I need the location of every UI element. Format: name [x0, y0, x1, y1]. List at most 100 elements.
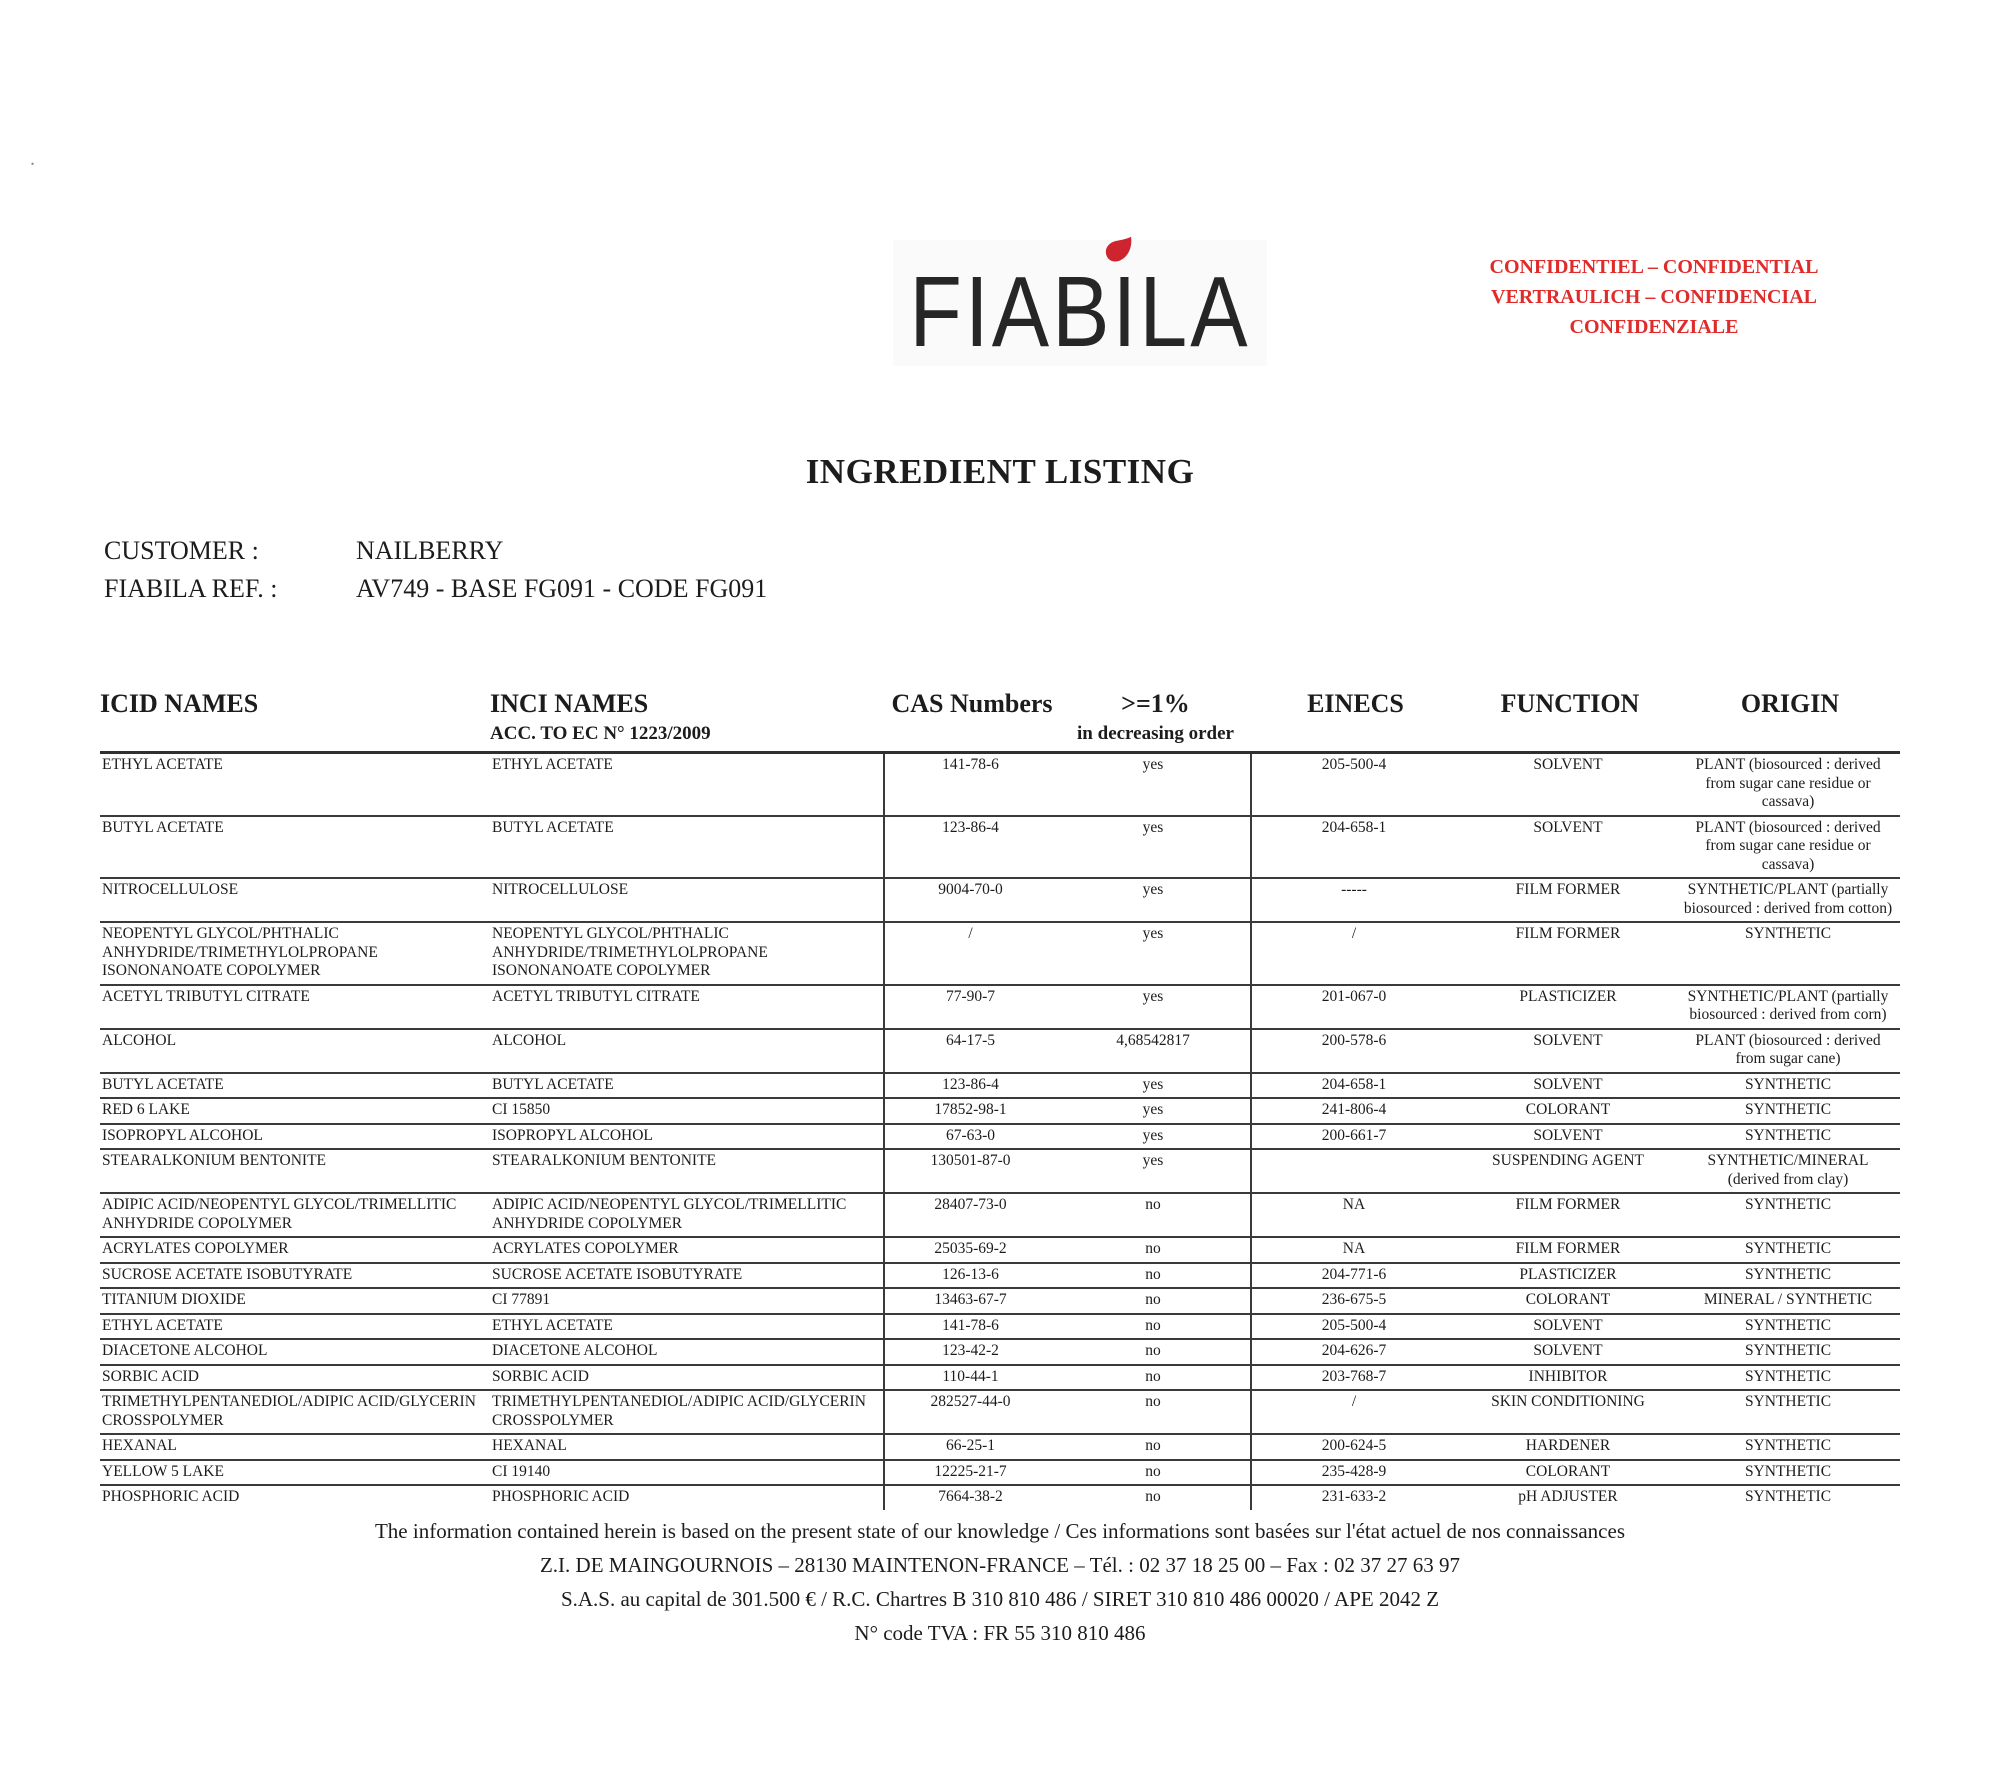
cell-einecs: 200-578-6 [1250, 1028, 1460, 1074]
table-header: ICID NAMES INCI NAMES ACC. TO EC N° 1223… [100, 688, 1900, 754]
cell-origin: SYNTHETIC [1680, 922, 1900, 986]
cell-einecs: 203-768-7 [1250, 1364, 1460, 1391]
fiabila-ref-label: FIABILA REF. : [104, 574, 278, 603]
cell-ge1-percent: no [1060, 1193, 1251, 1238]
logo-red-drop-icon [1105, 236, 1131, 262]
cell-ge1-percent: yes [1060, 752, 1251, 817]
cell-function: FILM FORMER [1460, 878, 1680, 923]
cell-inci-name: BUTYL ACETATE [490, 1072, 884, 1099]
cell-icid-name: ACETYL TRIBUTYL CITRATE [100, 984, 490, 1030]
cell-inci-name: CI 77891 [490, 1288, 884, 1315]
cell-inci-name: TRIMETHYLPENTANEDIOL/ADIPIC ACID/GLYCERI… [490, 1390, 884, 1435]
cell-function: SOLVENT [1460, 1339, 1680, 1366]
table-row: TRIMETHYLPENTANEDIOL/ADIPIC ACID/GLYCERI… [100, 1390, 1900, 1435]
table-row: NEOPENTYL GLYCOL/PHTHALIC ANHYDRIDE/TRIM… [100, 922, 1900, 986]
cell-icid-name: BUTYL ACETATE [100, 815, 490, 879]
cell-origin: SYNTHETIC [1680, 1123, 1900, 1150]
cell-cas-number: 141-78-6 [883, 752, 1060, 817]
cell-origin: PLANT (biosourced : derived from sugar c… [1680, 815, 1900, 879]
cell-cas-number: 9004-70-0 [883, 878, 1060, 923]
stray-mark: . [30, 148, 35, 170]
customer-meta: CUSTOMER : NAILBERRY FIABILA REF. : AV74… [104, 532, 767, 608]
cell-inci-name: NEOPENTYL GLYCOL/PHTHALIC ANHYDRIDE/TRIM… [490, 922, 884, 986]
cell-cas-number: 17852-98-1 [883, 1098, 1060, 1125]
cell-ge1-percent: yes [1060, 1149, 1251, 1194]
cell-function: SOLVENT [1460, 1072, 1680, 1099]
table-row: HEXANAL HEXANAL 66-25-1 no 200-624-5 HAR… [100, 1434, 1900, 1461]
cell-ge1-percent: 4,68542817 [1060, 1028, 1251, 1074]
header-inci-names: INCI NAMES ACC. TO EC N° 1223/2009 [490, 688, 884, 754]
cell-inci-name: DIACETONE ALCOHOL [490, 1339, 884, 1366]
cell-icid-name: PHOSPHORIC ACID [102, 1488, 240, 1505]
table-row: ETHYL ACETATE ETHYL ACETATE 141-78-6 no … [100, 1313, 1900, 1340]
table-row: BUTYL ACETATE BUTYL ACETATE 123-86-4 yes… [100, 815, 1900, 879]
cell-einecs: 201-067-0 [1250, 984, 1460, 1030]
cell-einecs: NA [1250, 1237, 1460, 1264]
cell-icid-name: ALCOHOL [100, 1028, 490, 1074]
cell-icid-name: ACRYLATES COPOLYMER [100, 1237, 490, 1264]
confidential-line: CONFIDENZIALE [1569, 316, 1739, 338]
cell-cas-number: 28407-73-0 [883, 1193, 1060, 1238]
customer-value: NAILBERRY [356, 536, 504, 565]
header-icid-names: ICID NAMES [100, 688, 490, 754]
cell-ge1-percent: no [1060, 1313, 1251, 1340]
cell-cas-number: 123-86-4 [883, 1072, 1060, 1099]
cell-icid-name: TRIMETHYLPENTANEDIOL/ADIPIC ACID/GLYCERI… [100, 1390, 490, 1435]
customer-row: CUSTOMER : NAILBERRY [104, 532, 767, 570]
table-row: SORBIC ACID SORBIC ACID 110-44-1 no 203-… [100, 1364, 1900, 1391]
cell-ge1-percent: yes [1060, 1123, 1251, 1150]
cell-origin: MINERAL / SYNTHETIC [1680, 1288, 1900, 1315]
cell-cas-number: 77-90-7 [883, 984, 1060, 1030]
cell-origin: SYNTHETIC/PLANT (partially biosourced : … [1680, 984, 1900, 1030]
cell-function: SOLVENT [1460, 752, 1680, 817]
cell-origin: SYNTHETIC [1680, 1193, 1900, 1238]
cell-inci-name: NITROCELLULOSE [490, 878, 884, 923]
cell-inci-name: CI 15850 [490, 1098, 884, 1125]
cell-function: COLORANT [1460, 1459, 1680, 1486]
page-title: INGREDIENT LISTING [805, 452, 1195, 491]
cell-inci-name: STEARALKONIUM BENTONITE [490, 1149, 884, 1194]
cell-einecs: ----- [1250, 878, 1460, 923]
fiabila-logo-text: FIABI LA [909, 236, 1250, 362]
table-row: BUTYL ACETATE BUTYL ACETATE 123-86-4 yes… [100, 1072, 1900, 1099]
cell-cas-number: 110-44-1 [883, 1364, 1060, 1391]
cell-function: HARDENER [1460, 1434, 1680, 1461]
cell-function: SOLVENT [1460, 1123, 1680, 1150]
cell-ge1-percent: no [1145, 1488, 1161, 1505]
header-function: FUNCTION [1460, 688, 1680, 754]
cell-cas-number: 64-17-5 [883, 1028, 1060, 1074]
cell-function: PLASTICIZER [1460, 984, 1680, 1030]
cell-origin: SYNTHETIC [1680, 1072, 1900, 1099]
cell-icid-name: RED 6 LAKE [100, 1098, 490, 1125]
cell-cas-number: 123-42-2 [883, 1339, 1060, 1366]
cell-origin: PLANT (biosourced : derived from sugar c… [1680, 1028, 1900, 1074]
document-footer: The information contained herein is base… [100, 1514, 1900, 1650]
cell-cas-number: 130501-87-0 [883, 1149, 1060, 1194]
table-row: ISOPROPYL ALCOHOL ISOPROPYL ALCOHOL 67-6… [100, 1123, 1900, 1150]
cell-icid-name: TITANIUM DIOXIDE [100, 1288, 490, 1315]
cell-icid-name: NEOPENTYL GLYCOL/PHTHALIC ANHYDRIDE/TRIM… [100, 922, 490, 986]
cell-ge1-percent: no [1060, 1459, 1251, 1486]
cell-cas-number: 25035-69-2 [883, 1237, 1060, 1264]
logo-letters-fiab: FIAB [909, 256, 1113, 368]
cell-cas-number: 12225-21-7 [883, 1459, 1060, 1486]
cell-function: COLORANT [1460, 1288, 1680, 1315]
footer-vat-code: N° code TVA : FR 55 310 810 486 [854, 1620, 1146, 1645]
cell-icid-name: SORBIC ACID [100, 1364, 490, 1391]
cell-inci-name: ETHYL ACETATE [490, 1313, 884, 1340]
cell-function: INHIBITOR [1460, 1364, 1680, 1391]
cell-einecs: 204-771-6 [1250, 1262, 1460, 1289]
cell-inci-name: ISOPROPYL ALCOHOL [490, 1123, 884, 1150]
header-ge1-subtitle: in decreasing order [1077, 723, 1234, 744]
cell-einecs: 204-658-1 [1250, 1072, 1460, 1099]
cell-origin: SYNTHETIC [1680, 1237, 1900, 1264]
cell-function: SKIN CONDITIONING [1460, 1390, 1680, 1435]
table-row: ALCOHOL ALCOHOL 64-17-5 4,68542817 200-5… [100, 1028, 1900, 1074]
cell-einecs: 204-626-7 [1250, 1339, 1460, 1366]
cell-ge1-percent: yes [1060, 1072, 1251, 1099]
cell-ge1-percent: yes [1060, 1098, 1251, 1125]
cell-ge1-percent: no [1060, 1434, 1251, 1461]
cell-origin: SYNTHETIC [1680, 1390, 1900, 1435]
cell-ge1-percent: no [1060, 1237, 1251, 1264]
